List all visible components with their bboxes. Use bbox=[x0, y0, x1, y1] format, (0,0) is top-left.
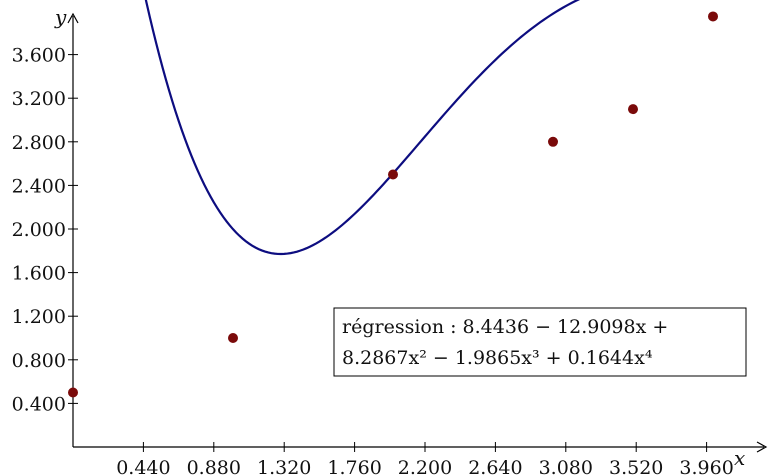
x-tick-label: 0.880 bbox=[187, 457, 241, 475]
annotation-line-2: 8.2867x² − 1.9865x³ + 0.1644x⁴ bbox=[342, 347, 653, 369]
y-tick-label: 1.200 bbox=[12, 306, 66, 328]
y-axis-title: y bbox=[54, 5, 67, 29]
y-tick-label: 1.600 bbox=[12, 263, 66, 285]
y-tick-label: 3.600 bbox=[12, 45, 66, 67]
y-tick-label: 0.800 bbox=[12, 350, 66, 372]
y-axis-ticks: 0.400 0.800 1.200 1.600 2.000 2.400 2.800 3.200… bbox=[12, 45, 78, 415]
x-tick-label: 3.960 bbox=[679, 457, 733, 475]
x-tick-label: 2.200 bbox=[398, 457, 452, 475]
x-tick-label: 1.320 bbox=[257, 457, 311, 475]
y-tick-label: 2.000 bbox=[12, 219, 66, 241]
y-tick-label: 2.800 bbox=[12, 132, 66, 154]
annotation-line-1: régression : 8.4436 − 12.9098x + bbox=[342, 316, 668, 338]
data-point bbox=[628, 104, 638, 115]
y-tick-label: 0.400 bbox=[12, 393, 66, 415]
data-points bbox=[68, 11, 718, 398]
x-tick-label: 3.080 bbox=[539, 457, 593, 475]
data-point bbox=[548, 136, 558, 147]
data-point bbox=[708, 11, 718, 22]
x-axis-title: x bbox=[734, 446, 745, 470]
x-axis-arrow bbox=[756, 441, 768, 453]
axes bbox=[67, 12, 768, 453]
y-axis-arrow bbox=[67, 12, 79, 24]
data-point bbox=[68, 387, 78, 398]
x-tick-label: 2.640 bbox=[468, 457, 522, 475]
annotation-box bbox=[333, 307, 747, 377]
y-tick-label: 2.400 bbox=[12, 175, 66, 197]
y-tick-label: 3.200 bbox=[12, 88, 66, 110]
data-point bbox=[388, 169, 398, 180]
regression-annotation: régression : 8.4436 − 12.9098x + 8.2867x… bbox=[333, 307, 747, 377]
x-tick-label: 3.520 bbox=[609, 457, 663, 475]
x-tick-label: 1.760 bbox=[327, 457, 381, 475]
x-axis-ticks: 0.440 0.880 1.320 1.760 2.200 2.640 3.080 3.520… bbox=[116, 442, 734, 475]
data-point bbox=[228, 333, 238, 343]
regression-curve bbox=[144, 0, 581, 256]
x-tick-label: 0.440 bbox=[116, 457, 170, 475]
